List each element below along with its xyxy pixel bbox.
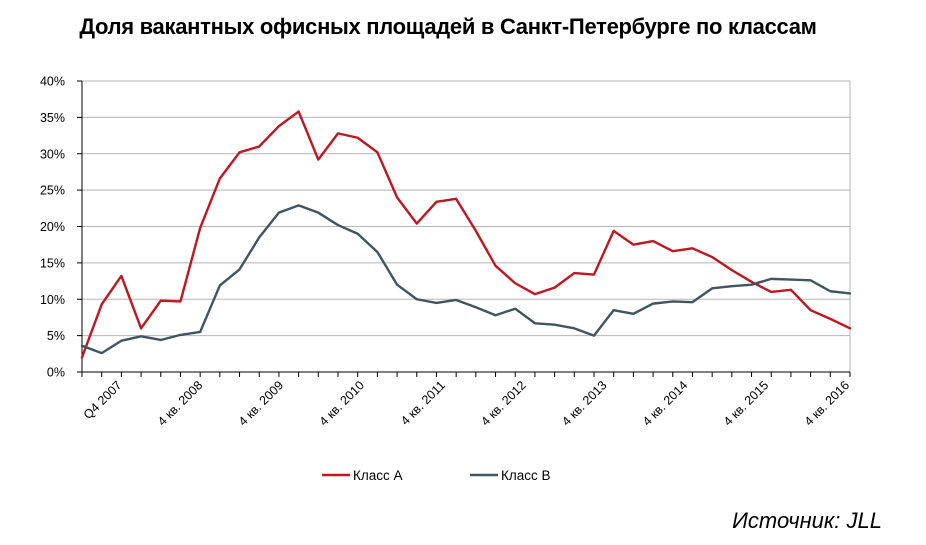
y-tick-label: 35% xyxy=(40,111,65,125)
y-tick-label: 40% xyxy=(40,75,65,89)
legend-label-class-a: Класс А xyxy=(353,468,403,483)
x-tick-label: 4 кв. 2013 xyxy=(559,378,609,428)
x-axis: Q4 2007 4 кв. 2008 4 кв. 2009 4 кв. 2010 4 к… xyxy=(81,371,852,429)
x-tick-label: 4 кв. 2009 xyxy=(236,378,286,428)
y-tick-label: 25% xyxy=(40,184,65,198)
x-tick-label: 4 кв. 2012 xyxy=(478,378,528,428)
x-tick-label: 4 кв. 2015 xyxy=(721,378,771,428)
gridlines xyxy=(82,80,851,372)
series-line-class-b xyxy=(80,204,852,355)
y-tick-label: 10% xyxy=(40,293,65,307)
series-lines xyxy=(80,110,852,359)
series-line-class-a xyxy=(80,110,852,359)
source-note: Источник: JLL xyxy=(732,508,882,533)
x-tick-label: Q4 2007 xyxy=(81,378,125,422)
chart-title: Доля вакантных офисных площадей в Санкт-… xyxy=(79,14,817,39)
y-tick-label: 20% xyxy=(40,220,65,234)
x-tick-label: 4 кв. 2011 xyxy=(398,378,448,428)
legend: Класс А Класс В xyxy=(322,468,551,483)
y-tick-label: 5% xyxy=(47,329,65,343)
y-tick-label: 15% xyxy=(40,256,65,270)
y-axis: 0% 5% 10% 15% 20% 25% 30% 35% 40% xyxy=(40,75,83,380)
legend-label-class-b: Класс В xyxy=(501,468,551,483)
x-tick-label: 4 кв. 2010 xyxy=(317,378,367,428)
x-tick-label: 4 кв. 2014 xyxy=(640,378,690,428)
x-tick-label: 4 кв. 2008 xyxy=(155,378,205,428)
y-tick-label: 30% xyxy=(40,147,65,161)
x-tick-label: 4 кв. 2016 xyxy=(802,378,852,428)
y-tick-label: 0% xyxy=(47,366,65,380)
